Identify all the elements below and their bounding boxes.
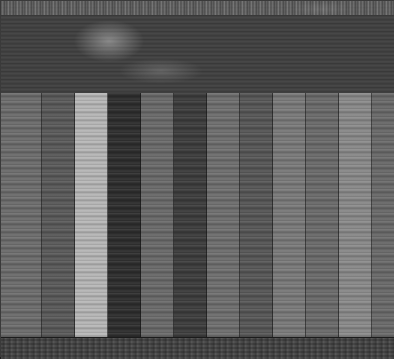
stripe-column-4 bbox=[108, 93, 141, 337]
bottom-noise-bar bbox=[1, 337, 394, 359]
stripe-column-8 bbox=[240, 93, 273, 337]
stripe-column-1 bbox=[1, 93, 42, 337]
top-noise-strip bbox=[1, 1, 394, 15]
column-stripes bbox=[1, 93, 394, 337]
stripe-column-11 bbox=[339, 93, 372, 337]
stripe-column-7 bbox=[207, 93, 240, 337]
stripe-column-12 bbox=[372, 93, 394, 337]
stripe-column-9 bbox=[273, 93, 306, 337]
stripe-column-3 bbox=[75, 93, 108, 337]
top-noise-band bbox=[1, 1, 394, 94]
stripe-column-5 bbox=[141, 93, 174, 337]
stripe-column-2 bbox=[42, 93, 75, 337]
stripe-column-10 bbox=[306, 93, 339, 337]
stripe-column-6 bbox=[174, 93, 207, 337]
